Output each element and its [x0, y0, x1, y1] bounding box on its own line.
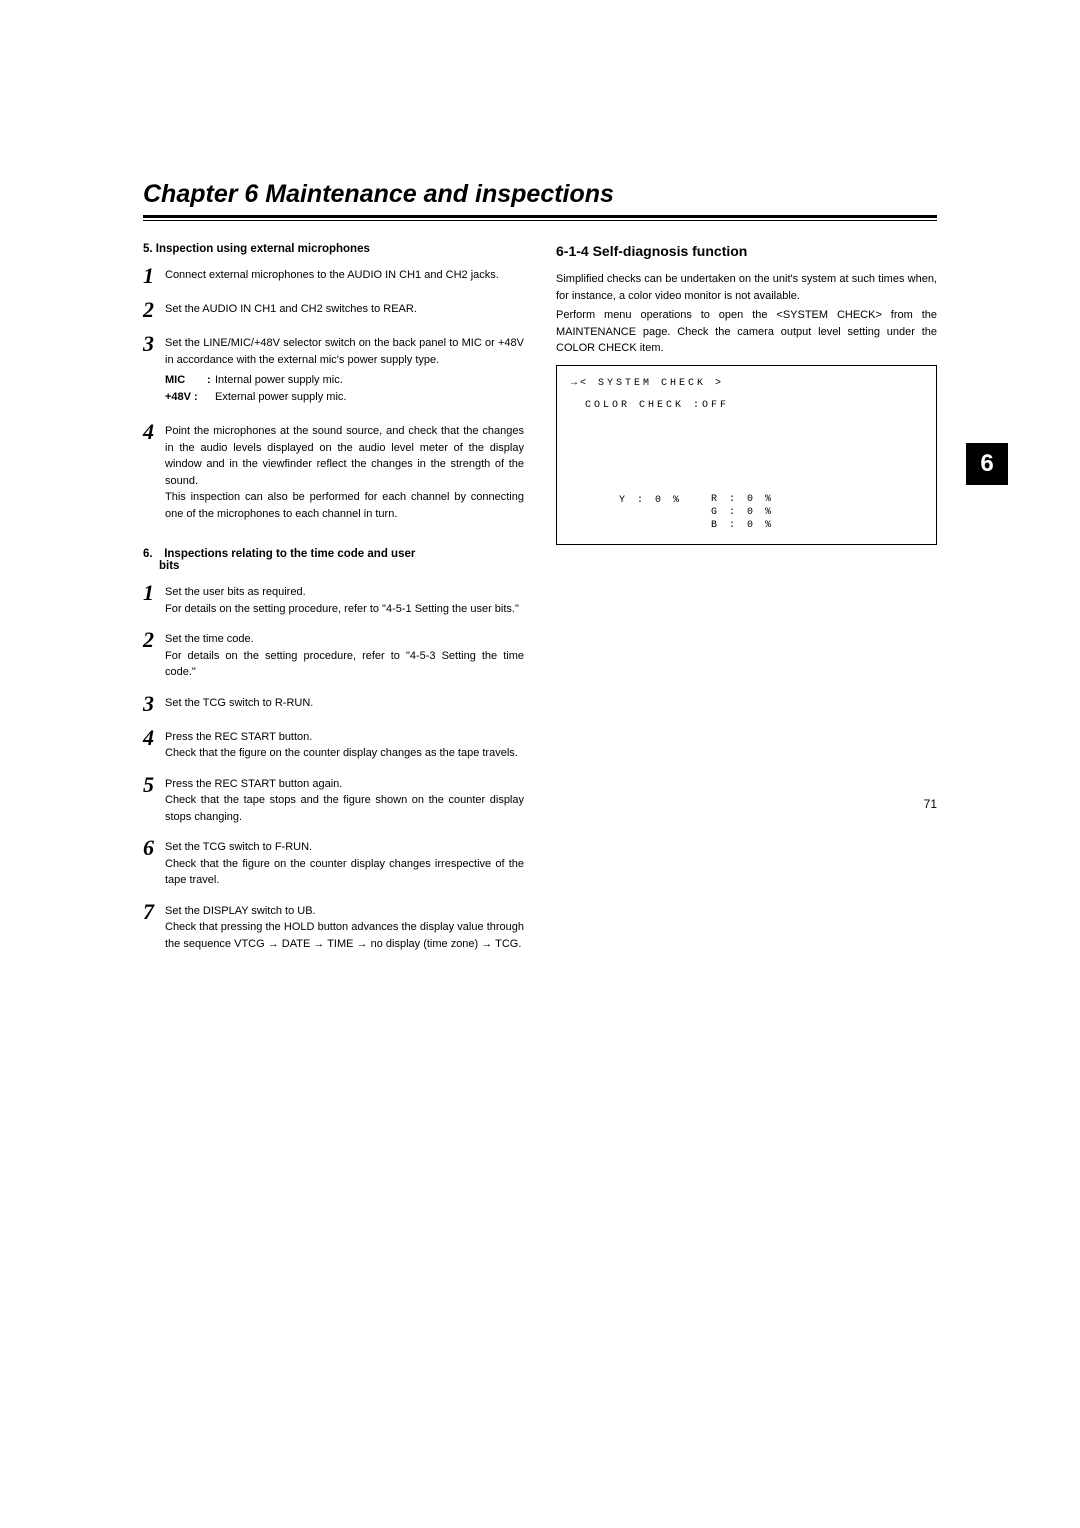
step-number: 4 [143, 421, 165, 443]
step-body: Press the REC START button. Check that t… [165, 729, 524, 762]
step-body: Connect external microphones to the AUDI… [165, 267, 524, 284]
s5-step-4: 4 Point the microphones at the sound sou… [143, 423, 524, 522]
step-text: Set the DISPLAY switch to UB. [165, 903, 524, 920]
sc-g-value: G : 0 % [711, 506, 774, 519]
title-rule-thin [143, 220, 937, 221]
right-column: 6-1-4 Self-diagnosis function Simplified… [556, 243, 937, 966]
section-num: 6. [143, 548, 161, 560]
step-text: Point the microphones at the sound sourc… [165, 423, 524, 489]
step-number: 2 [143, 629, 165, 651]
step-text: Check that the figure on the counter dis… [165, 745, 524, 762]
sc-y-value: Y : 0 % [571, 493, 711, 532]
def-label: MIC [165, 372, 207, 389]
step-body: Set the AUDIO IN CH1 and CH2 switches to… [165, 301, 524, 318]
chapter-title: Chapter 6 Maintenance and inspections [143, 180, 937, 209]
def-label: +48V : [165, 389, 215, 406]
step-body: Set the TCG switch to F-RUN. Check that … [165, 839, 524, 889]
s6-step-6: 6 Set the TCG switch to F-RUN. Check tha… [143, 839, 524, 889]
s5-step-3: 3 Set the LINE/MIC/+48V selector switch … [143, 335, 524, 405]
step-number: 5 [143, 774, 165, 796]
step-number: 1 [143, 265, 165, 287]
step-body: Set the DISPLAY switch to UB. Check that… [165, 903, 524, 953]
system-check-box: →< SYSTEM CHECK > COLOR CHECK :OFF Y : 0… [556, 365, 937, 545]
step-text: Press the REC START button. [165, 729, 524, 746]
subsection-title: 6-1-4 Self-diagnosis function [556, 243, 937, 259]
step-text: Press the REC START button again. [165, 776, 524, 793]
step-body: Set the LINE/MIC/+48V selector switch on… [165, 335, 524, 405]
step-body: Point the microphones at the sound sourc… [165, 423, 524, 522]
s6-step-5: 5 Press the REC START button again. Chec… [143, 776, 524, 826]
s6-step-4: 4 Press the REC START button. Check that… [143, 729, 524, 762]
step-text: This inspection can also be performed fo… [165, 489, 524, 522]
step-text: Check that the tape stops and the figure… [165, 792, 524, 825]
step-body: Set the time code. For details on the se… [165, 631, 524, 681]
page-root: Chapter 6 Maintenance and inspections 5.… [0, 0, 1080, 1026]
s6-step-7: 7 Set the DISPLAY switch to UB. Check th… [143, 903, 524, 953]
step-number: 3 [143, 693, 165, 715]
content-columns: 5. Inspection using external microphones… [143, 243, 937, 966]
step-text: Connect external microphones to the AUDI… [165, 267, 524, 284]
def-mic: MIC : Internal power supply mic. [165, 372, 524, 389]
title-rule-thick [143, 215, 937, 218]
s6-step-3: 3 Set the TCG switch to R-RUN. [143, 695, 524, 715]
def-48v: +48V : External power supply mic. [165, 389, 524, 406]
def-colon: : [207, 372, 215, 389]
section-title: Inspections relating to the time code an… [143, 548, 415, 572]
step-text: Check that the figure on the counter dis… [165, 856, 524, 889]
step-number: 2 [143, 299, 165, 321]
sc-levels: Y : 0 % R : 0 % G : 0 % B : 0 % [571, 493, 922, 532]
sc-title: →< SYSTEM CHECK > [571, 376, 922, 392]
step-number: 3 [143, 333, 165, 355]
step-text: For details on the setting procedure, re… [165, 648, 524, 681]
paragraph: Simplified checks can be undertaken on t… [556, 271, 937, 304]
def-text: Internal power supply mic. [215, 372, 343, 389]
sc-b-value: B : 0 % [711, 519, 774, 532]
step-body: Press the REC START button again. Check … [165, 776, 524, 826]
step-text: Set the time code. [165, 631, 524, 648]
definitions: MIC : Internal power supply mic. +48V : … [165, 372, 524, 405]
sc-r-value: R : 0 % [711, 493, 774, 506]
sc-rgb-values: R : 0 % G : 0 % B : 0 % [711, 493, 774, 532]
left-column: 5. Inspection using external microphones… [143, 243, 524, 966]
step-text: Set the user bits as required. [165, 584, 524, 601]
sc-color-check: COLOR CHECK :OFF [571, 398, 922, 414]
section-5-heading: 5. Inspection using external microphones [143, 243, 524, 255]
step-number: 4 [143, 727, 165, 749]
def-text: External power supply mic. [215, 389, 346, 406]
step-body: Set the user bits as required. For detai… [165, 584, 524, 617]
paragraph: Perform menu operations to open the <SYS… [556, 307, 937, 357]
s6-step-1: 1 Set the user bits as required. For det… [143, 584, 524, 617]
page-number: 71 [924, 797, 937, 811]
step-text: Set the AUDIO IN CH1 and CH2 switches to… [165, 301, 524, 318]
step-number: 6 [143, 837, 165, 859]
chapter-side-tab: 6 [966, 443, 1008, 485]
step-text: Set the LINE/MIC/+48V selector switch on… [165, 335, 524, 368]
s5-step-2: 2 Set the AUDIO IN CH1 and CH2 switches … [143, 301, 524, 321]
step-number: 7 [143, 901, 165, 923]
s5-step-1: 1 Connect external microphones to the AU… [143, 267, 524, 287]
step-text: For details on the setting procedure, re… [165, 601, 524, 618]
step-number: 1 [143, 582, 165, 604]
s6-step-2: 2 Set the time code. For details on the … [143, 631, 524, 681]
step-body: Set the TCG switch to R-RUN. [165, 695, 524, 712]
step-text: Set the TCG switch to R-RUN. [165, 695, 524, 712]
step-text: Check that pressing the HOLD button adva… [165, 919, 524, 952]
section-6-heading: 6. Inspections relating to the time code… [143, 548, 524, 572]
step-text: Set the TCG switch to F-RUN. [165, 839, 524, 856]
